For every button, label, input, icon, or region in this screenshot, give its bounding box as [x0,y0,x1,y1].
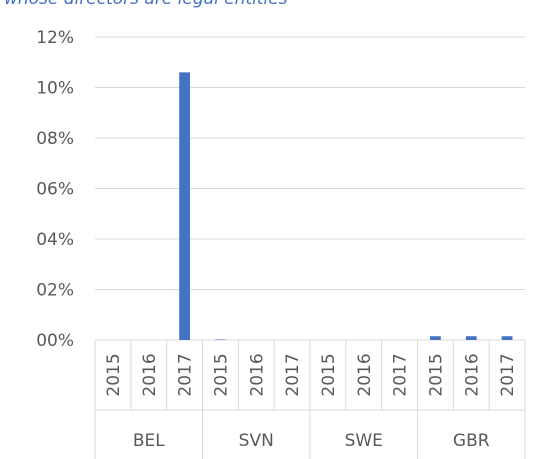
group-label: SVN [239,431,274,451]
x-tick-label: 2016 [462,353,482,396]
bar [430,336,441,340]
y-tick-label: 12% [36,28,74,48]
x-tick-label: 2017 [498,353,518,396]
group-label: SWE [345,431,383,451]
x-tick-label: 2015 [211,353,231,396]
bar [215,339,226,340]
chart-title: whose directors are legal entities [4,0,288,9]
y-tick-label: 06% [36,180,74,200]
y-tick-label: 02% [36,281,74,301]
y-tick-label: 10% [36,79,74,99]
x-tick-label: 2017 [176,353,196,396]
x-tick-label: 2017 [391,353,411,396]
y-tick-label: 08% [36,129,74,149]
bar [501,336,513,340]
x-tick-label: 2016 [247,353,267,396]
x-tick-label: 2017 [283,353,303,396]
bar [465,336,477,340]
x-tick-label: 2015 [426,353,446,396]
y-tick-label: 04% [36,230,74,250]
x-tick-label: 2015 [319,353,339,396]
bar [179,72,190,340]
group-label: GBR [453,431,490,451]
x-tick-label: 2015 [104,353,124,396]
x-tick-label: 2016 [140,353,160,396]
y-tick-label: 00% [36,331,74,351]
group-label: BEL [133,431,165,451]
x-tick-label: 2016 [355,353,375,396]
